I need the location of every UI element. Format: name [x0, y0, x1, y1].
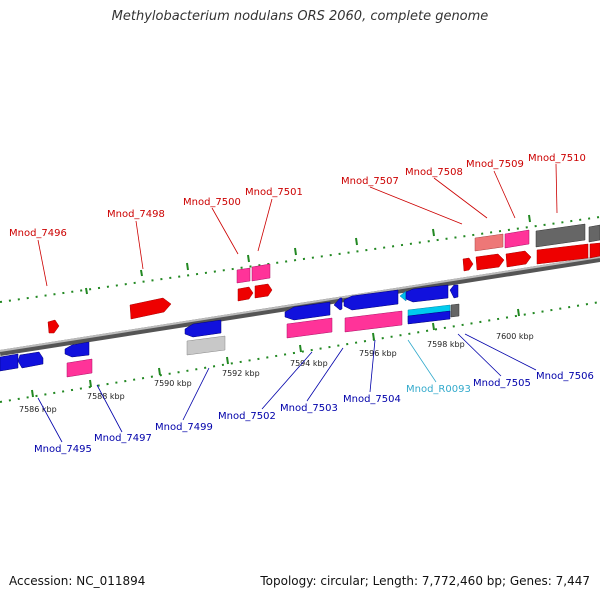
gene-mnod-7507-cds — [462, 257, 474, 272]
gene-mnod-7505-other — [450, 303, 460, 318]
gene-label: Mnod_7499 — [155, 422, 213, 433]
gene-mnod-7502-pseudo — [286, 317, 333, 339]
genome-stats-text: Topology: circular; Length: 7,772,460 bp… — [260, 574, 590, 588]
gene-mnod-7503-small — [333, 297, 343, 311]
forward-features — [47, 223, 600, 334]
gene-mnod-7509 — [535, 223, 586, 248]
scale-label: 7600 kbp — [496, 332, 534, 341]
gene-mnod-7497 — [64, 341, 90, 358]
gene-mnod-7495-b — [17, 351, 44, 369]
gene-label: Mnod_7507 — [341, 176, 399, 187]
gene-mnod-7504 — [344, 310, 403, 333]
gene-mnod-7500 — [236, 267, 251, 284]
reverse-features — [0, 284, 460, 378]
scale-label: 7588 kbp — [87, 392, 125, 401]
gene-mnod-7496 — [47, 319, 60, 334]
gene-mnod-7510 — [588, 224, 600, 243]
gene-mnod-r0093-b — [407, 310, 451, 325]
gene-label: Mnod_7496 — [9, 228, 67, 239]
gene-mnod-7497-pseudo — [66, 358, 93, 378]
gene-label: Mnod_7510 — [528, 153, 586, 164]
gene-label: Mnod_7505 — [473, 378, 531, 389]
reverse-leaders — [37, 333, 537, 443]
gene-label: Mnod_7498 — [107, 209, 165, 220]
forward-leaders — [37, 163, 558, 287]
gene-mnod-7506 — [449, 284, 459, 299]
gene-label: Mnod_7506 — [536, 371, 594, 382]
gene-label: Mnod_7495 — [34, 444, 92, 455]
map-title: Methylobacterium nodulans ORS 2060, comp… — [111, 9, 489, 24]
scale-labels: 7586 kbp 7588 kbp 7590 kbp 7592 kbp 7594… — [19, 332, 534, 414]
gene-mnod-7503 — [343, 289, 399, 311]
scale-label: 7590 kbp — [154, 379, 192, 388]
gene-label: Mnod_7501 — [245, 187, 303, 198]
gene-label: Mnod_7504 — [343, 394, 401, 405]
gene-mnod-7508-cds — [475, 253, 505, 271]
upper-tick-track — [0, 214, 600, 303]
gene-mnod-7509-cds — [505, 250, 532, 268]
gene-label: Mnod_7497 — [94, 433, 152, 444]
scale-label: 7592 kbp — [222, 369, 260, 378]
scale-label: 7596 kbp — [359, 349, 397, 358]
gene-label: Mnod_7509 — [466, 159, 524, 170]
gene-mnod-7500-cds — [237, 286, 254, 302]
gene-label: Mnod_7500 — [183, 197, 241, 208]
gene-mnod-7508 — [504, 229, 530, 249]
gene-mnod-7499 — [184, 319, 222, 338]
gene-label: Mnod_7503 — [280, 403, 338, 414]
forward-gene-labels: Mnod_7496 Mnod_7498 Mnod_7500 Mnod_7501 … — [9, 153, 586, 239]
reverse-gene-labels: Mnod_7495 Mnod_7497 Mnod_7499 Mnod_7502 … — [34, 371, 594, 455]
gene-mnod-7505 — [405, 284, 449, 303]
gene-label: Mnod_7508 — [405, 167, 463, 178]
gene-mnod-7499-other — [186, 335, 226, 356]
scale-label: 7586 kbp — [19, 405, 57, 414]
gene-mnod-7501 — [251, 263, 271, 282]
gene-mnod-7498 — [129, 297, 172, 320]
gene-mnod-7495 — [0, 353, 19, 372]
rna-leader — [407, 339, 437, 383]
gene-mnod-7501-cds — [254, 283, 273, 299]
scale-label: 7594 kbp — [290, 359, 328, 368]
accession-text: Accession: NC_011894 — [9, 574, 146, 588]
gene-label: Mnod_7502 — [218, 411, 276, 422]
scale-label: 7598 kbp — [427, 340, 465, 349]
gene-mnod-7502 — [284, 301, 331, 321]
gene-label-rna: Mnod_R0093 — [406, 384, 471, 395]
gene-mnod-7510-cds — [536, 243, 589, 265]
gene-mnod-7507 — [474, 233, 504, 252]
lower-tick-track — [0, 301, 600, 403]
gene-mnod-7510-cds-b — [589, 242, 600, 259]
